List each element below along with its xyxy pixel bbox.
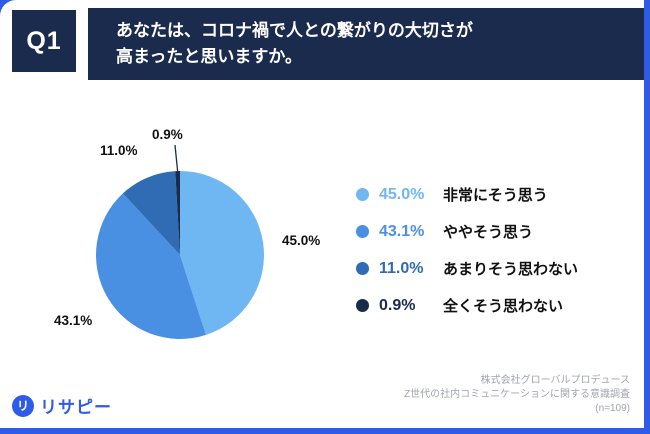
legend-item-4: 0.9% 全くそう思わない [356,287,578,324]
pie-slice-4 [175,171,180,255]
risapy-logo-icon: リ [12,394,34,417]
legend-label-4: 全くそう思わない [443,298,564,315]
legend-dot-3 [356,262,369,275]
question-line-1: あなたは、コロナ禍で人との繋がりの大切さが [116,21,473,40]
legend-label-1: 非常にそう思う [443,187,548,204]
risapy-logo: リ リサピー [12,393,112,418]
pie-value-label-45: 45.0% [282,233,321,248]
legend-item-1: 45.0% 非常にそう思う [356,176,578,213]
legend-item-3: 11.0% あまりそう思わない [356,250,578,287]
chart-legend: 45.0% 非常にそう思う 43.1% ややそう思う 11.0% あまりそう思わ… [356,176,578,324]
legend-percent-3: 11.0% [379,259,424,277]
credit-line-2: Z世代の社内コミュニケーションに関する意識調査 [404,389,630,400]
legend-label-2: ややそう思う [443,224,534,241]
question-number-badge: Q1 [12,10,76,72]
content-card: Q1 あなたは、コロナ禍で人との繋がりの大切さが 高まったと思いますか。 45.… [0,0,644,428]
legend-label-3: あまりそう思わない [443,261,579,278]
legend-dot-4 [356,299,369,312]
pie-chart-svg [95,144,264,339]
legend-item-2: 43.1% ややそう思う [356,213,578,250]
legend-dot-2 [356,225,369,238]
credit-line-3: (n=109) [595,403,630,414]
survey-credits: 株式会社グローバルプロデュース Z世代の社内コミュニケーションに関する意識調査 … [404,374,630,416]
pie-value-label-11: 11.0% [100,143,138,158]
pie-slice-1 [180,171,264,335]
legend-percent-2: 43.1% [379,222,425,240]
question-line-2: 高まったと思いますか。 [116,47,302,66]
risapy-logo-text: リサピー [40,398,112,417]
pie-leader-line [174,144,179,172]
pie-chart: 45.0% 43.1% 11.0% 0.9% [54,127,320,355]
legend-percent-1: 45.0% [379,185,425,203]
pie-value-label-0-9: 0.9% [152,127,183,142]
pie-slice-2 [95,193,206,339]
pie-slice-3 [122,171,180,255]
credit-line-1: 株式会社グローバルプロデュース [480,375,630,386]
legend-dot-1 [356,188,369,201]
question-banner: あなたは、コロナ禍で人との繋がりの大切さが 高まったと思いますか。 [88,8,644,80]
legend-percent-4: 0.9% [379,296,416,314]
pie-value-label-43-1: 43.1% [54,313,93,328]
